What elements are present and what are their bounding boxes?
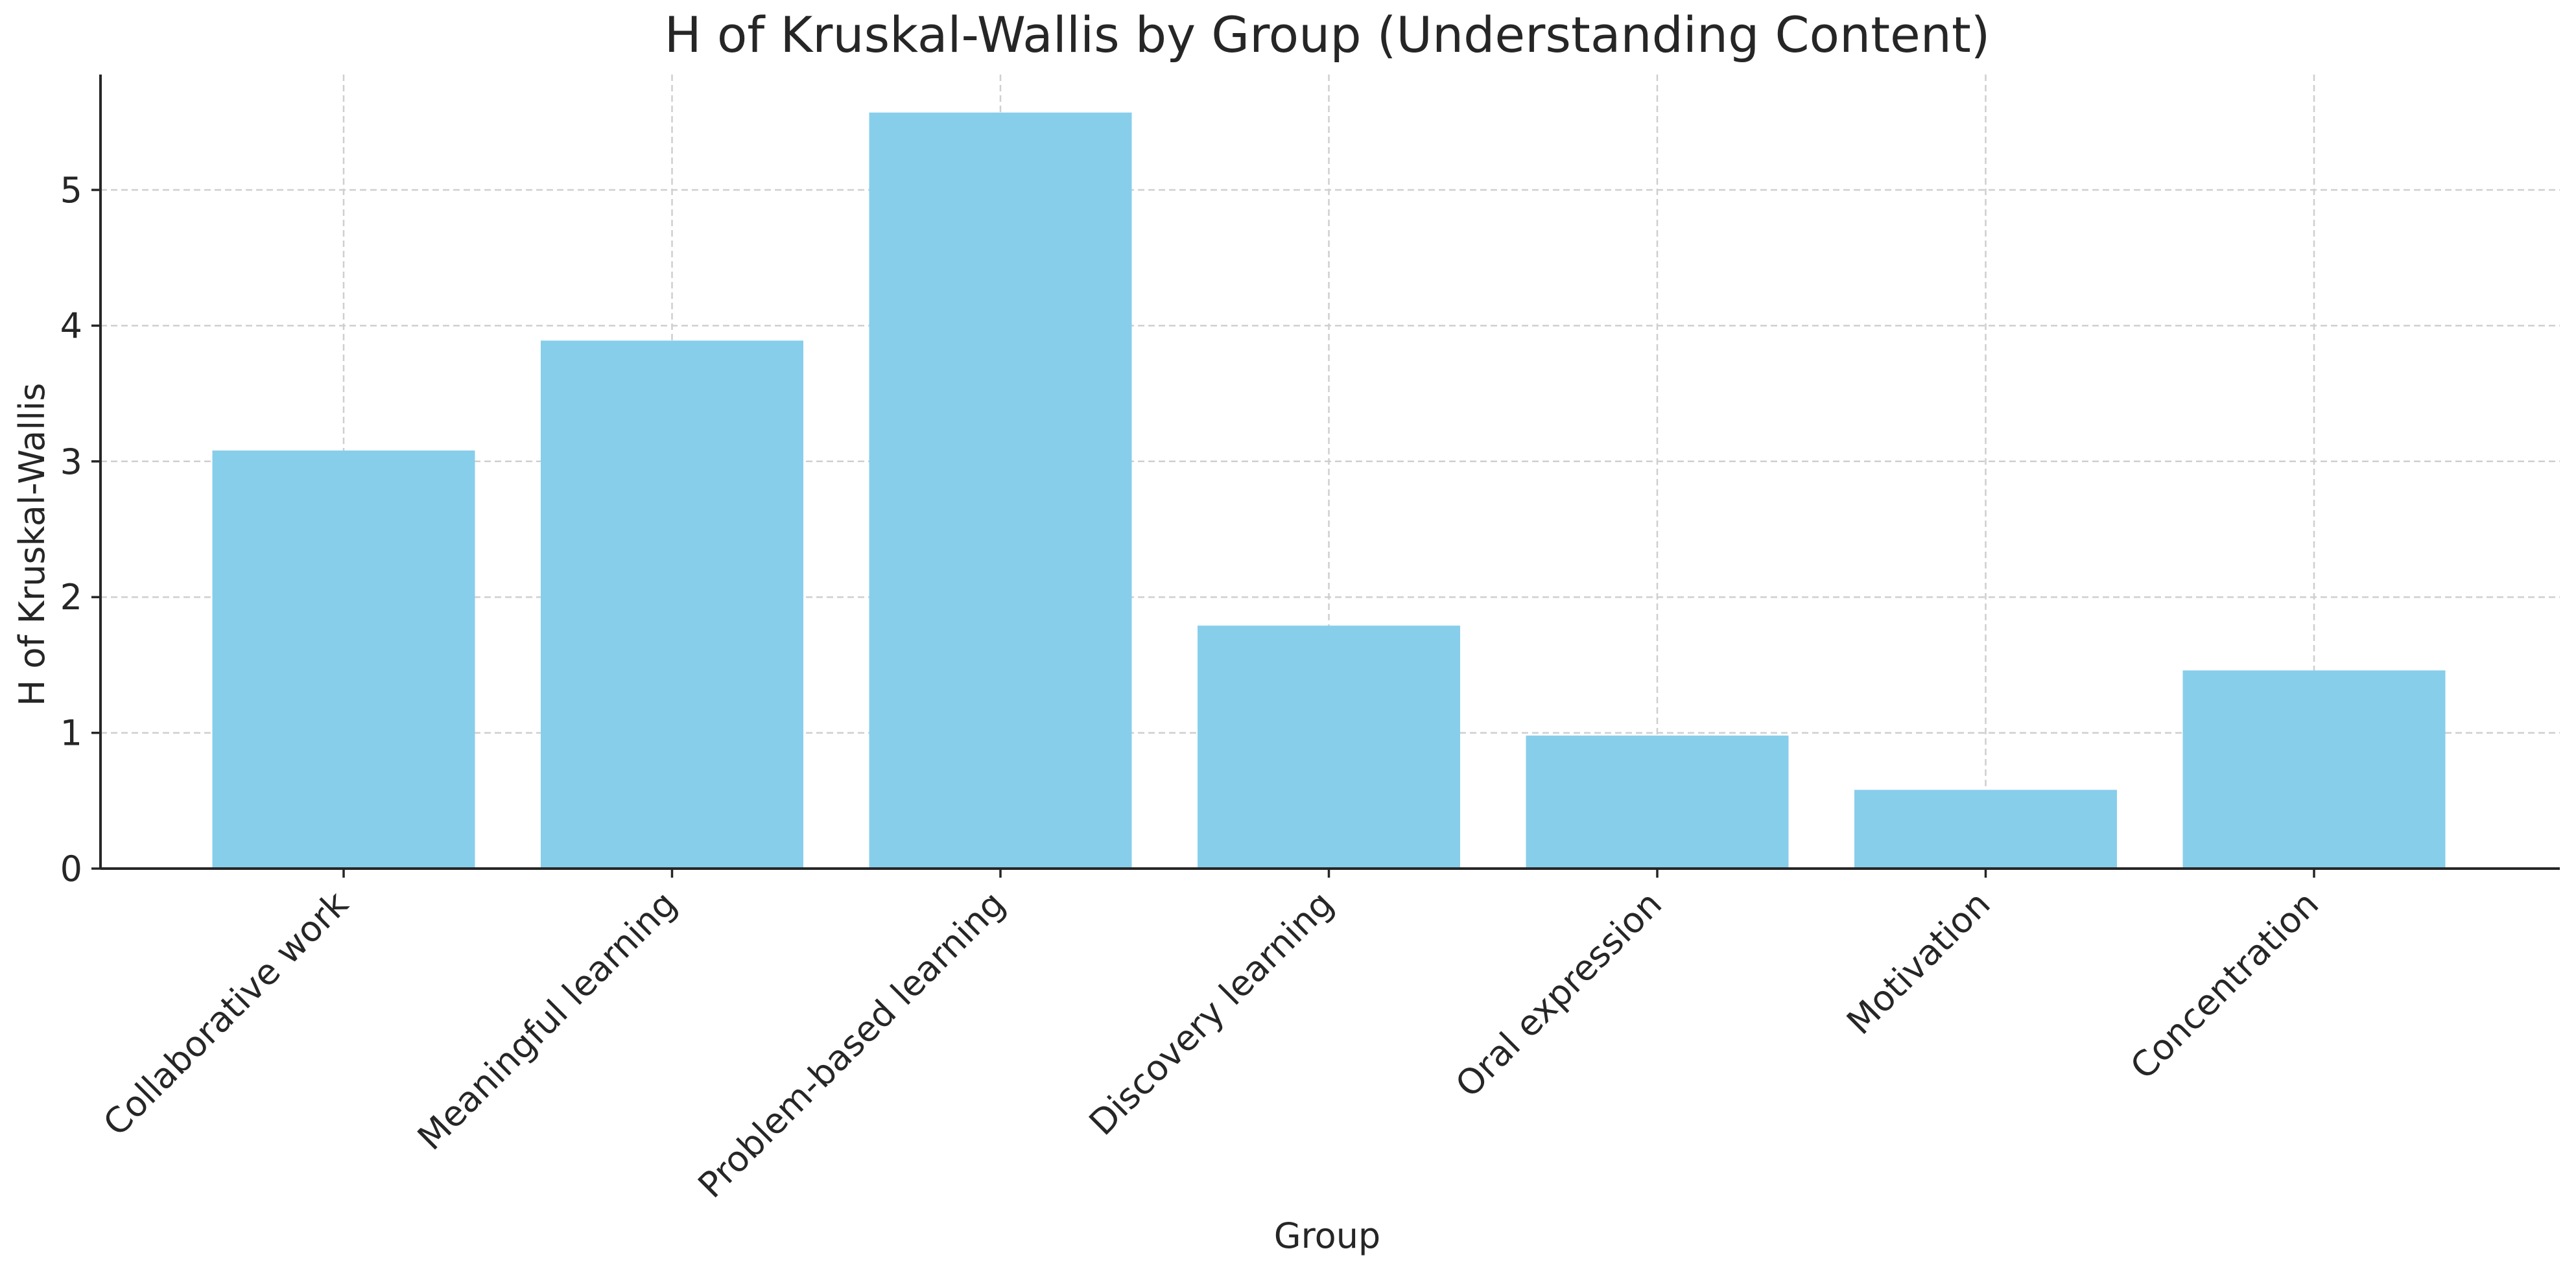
bar	[212, 450, 475, 869]
y-tick-label: 1	[60, 713, 82, 754]
bar	[1526, 735, 1789, 869]
x-tick-label: Meaningful learning	[410, 883, 685, 1158]
y-tick-label: 0	[60, 848, 82, 889]
x-tick-label: Concentration	[2123, 883, 2327, 1088]
x-tick-label: Motivation	[1839, 883, 1998, 1043]
chart-title: H of Kruskal-Wallis by Group (Understand…	[665, 6, 1991, 64]
bar	[1854, 790, 2117, 869]
y-axis-label: H of Kruskal-Wallis	[12, 383, 53, 707]
x-tick-label: Problem-based learning	[691, 883, 1013, 1206]
bar	[2182, 670, 2446, 869]
y-tick-label: 4	[60, 305, 82, 346]
y-tick-label: 5	[60, 170, 82, 211]
y-tick-label: 3	[60, 441, 82, 482]
y-tick-label: 2	[60, 577, 82, 618]
bar	[869, 112, 1132, 869]
bar	[1198, 626, 1460, 869]
x-tick-label: Discovery learning	[1081, 883, 1341, 1143]
x-tick-label: Oral expression	[1448, 883, 1670, 1105]
x-axis-label: Group	[1274, 1215, 1380, 1256]
bar	[541, 340, 803, 869]
bars-layer	[212, 112, 2446, 869]
axes-layer	[91, 75, 2560, 878]
x-tick-label: Collaborative work	[95, 883, 357, 1144]
